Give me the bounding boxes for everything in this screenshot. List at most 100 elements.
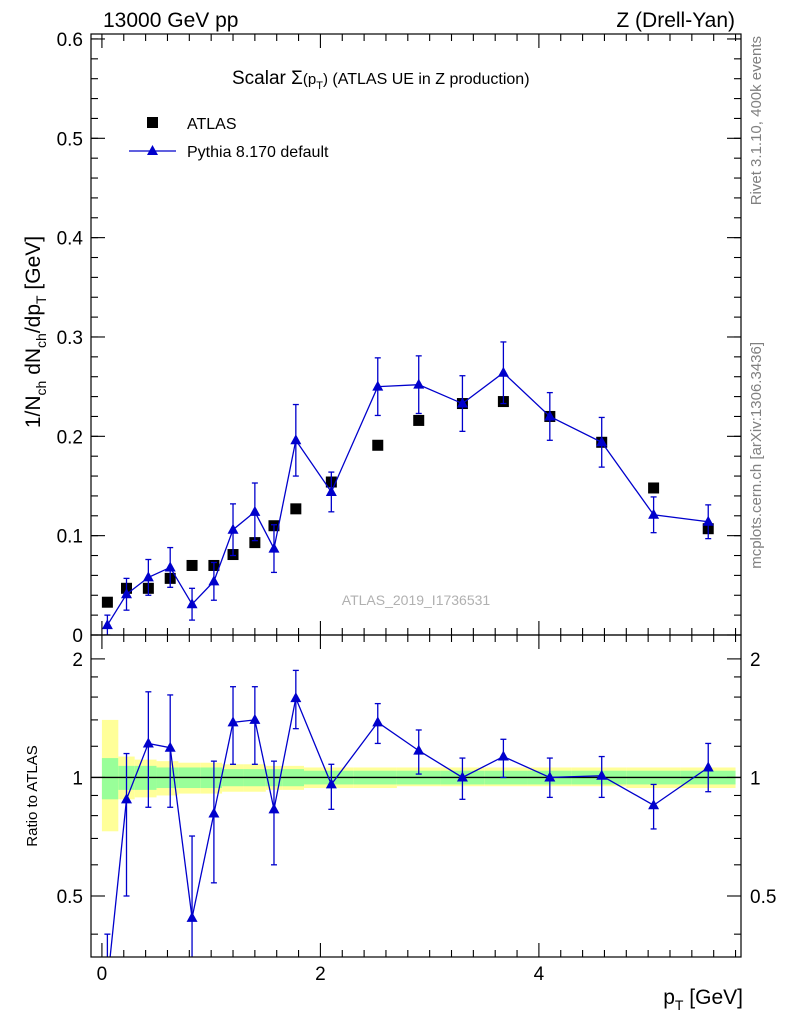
main-y-tick-label: 0.2 [57, 427, 83, 448]
x-tick-label: 4 [534, 964, 545, 985]
rivet-label: Rivet 3.1.10, 400k events [748, 36, 765, 205]
pythia-point [372, 380, 384, 391]
ratio-uncertainty-bands [101, 719, 736, 832]
ratio-y-axis-label: Ratio to ATLAS [24, 745, 41, 846]
ratio-pythia-point [456, 771, 468, 782]
pythia-point [702, 515, 714, 526]
ylabel-part-c: /dp [22, 304, 45, 333]
pythia-point [497, 366, 509, 377]
ratio-pythia-point [702, 761, 714, 772]
pythia-point [164, 561, 176, 572]
ratio-pythia-point [249, 713, 261, 724]
ratio-pythia-point [372, 716, 384, 727]
main-y-axis-label: 1/Nch dNch/dpT [GeV] [22, 236, 49, 428]
ratio-pythia-point [208, 807, 220, 818]
pythia-point [596, 436, 608, 447]
pythia-point [648, 508, 660, 519]
main-y-tick-label: 0.5 [57, 129, 83, 150]
title-sigma: Σ [291, 68, 303, 89]
ratio-y-tick-label-right: 1 [750, 768, 761, 789]
title-suffix: (ATLAS UE in Z production) [328, 71, 530, 88]
ratio-mc-series [104, 669, 714, 957]
main-y-tick-label: 0.1 [57, 527, 83, 548]
analysis-watermark: ATLAS_2019_I1736531 [342, 592, 491, 608]
title-sub: T [316, 80, 323, 92]
legend-label-pythia: Pythia 8.170 default [187, 144, 329, 161]
legend: ATLAS Pythia 8.170 default [129, 116, 329, 161]
ylabel-part-b: dN [22, 348, 45, 381]
atlas-point [648, 482, 660, 494]
ylabel-sub-c: T [33, 295, 49, 304]
ratio-pythia-point [186, 911, 198, 922]
ratio-pythia-point [164, 741, 176, 752]
atlas-point [101, 596, 113, 608]
main-y-tick-label: 0.6 [57, 30, 83, 51]
pythia-point [268, 542, 280, 553]
ratio-plot-frame [90, 634, 742, 958]
axes-and-ticks: 0 0.1 0.2 0.3 0.4 0.5 0.6 0 2 4 0.5 0.5 1 1 2 2 [57, 30, 777, 985]
ratio-pythia-point [142, 737, 154, 748]
atlas-point [290, 503, 302, 515]
ratio-y-tick-label-left: 1 [72, 768, 83, 789]
main-y-tick-label: 0.4 [57, 229, 84, 250]
ylabel-part-d: [GeV] [22, 236, 45, 296]
ratio-pythia-point [413, 744, 425, 755]
main-data-markers [101, 396, 714, 608]
pythia-point [325, 485, 337, 496]
pythia-point [227, 523, 239, 534]
pythia-point [544, 410, 556, 421]
ratio-y-tick-label-left: 2 [72, 650, 83, 671]
title-paren-open: (p [303, 71, 316, 88]
legend-marker-atlas [147, 117, 158, 128]
pythia-point [456, 397, 468, 408]
ratio-pythia-point [497, 750, 509, 761]
xlabel-part-a: p [663, 986, 675, 1009]
pythia-point [186, 598, 198, 609]
pythia-point [142, 571, 154, 582]
ratio-y-tick-label-right: 0.5 [750, 887, 776, 908]
header-left: 13000 GeV pp [103, 9, 238, 32]
main-mc-series [101, 341, 714, 635]
ratio-pythia-point [596, 769, 608, 780]
ratio-y-tick-label-left: 0.5 [57, 887, 83, 908]
ratio-pythia-line [109, 695, 709, 957]
pythia-point [121, 588, 133, 599]
xlabel-sub: T [675, 997, 684, 1013]
pythia-point [249, 505, 261, 516]
ratio-pythia-point [290, 692, 302, 703]
header-right: Z (Drell-Yan) [616, 9, 735, 32]
legend-label-atlas: ATLAS [187, 116, 237, 133]
x-tick-label: 2 [315, 964, 326, 985]
ylabel-sub-a: ch [33, 381, 49, 396]
ratio-pythia-point [325, 778, 337, 789]
atlas-point [372, 439, 384, 451]
pythia-point [290, 434, 302, 445]
xlabel-part-b: [GeV] [683, 986, 743, 1009]
pythia-point [208, 575, 220, 586]
ratio-pythia-point [121, 793, 133, 804]
legend-marker-pythia [147, 145, 158, 155]
atlas-point [413, 414, 425, 426]
plot-title: Scalar Σ(pT) (ATLAS UE in Z production) [232, 68, 530, 92]
ratio-pythia-point [648, 799, 660, 810]
x-tick-label: 0 [97, 964, 108, 985]
ylabel-part-a: 1/N [22, 395, 45, 428]
title-prefix: Scalar [232, 68, 291, 89]
ylabel-sub-b: ch [33, 333, 49, 348]
pythia-point [101, 619, 113, 630]
atlas-point [186, 559, 198, 571]
pythia-line [106, 371, 709, 626]
band-inner [101, 758, 119, 800]
ratio-pythia-point [544, 771, 556, 782]
ratio-pythia-point [227, 716, 239, 727]
ratio-pythia-point [268, 803, 280, 814]
mcplots-label: mcplots.cern.ch [arXiv:1306.3436] [748, 342, 765, 569]
title-paren-close: ) [323, 71, 328, 88]
ratio-y-tick-label-right: 2 [750, 650, 761, 671]
pythia-point [413, 378, 425, 389]
main-y-tick-label: 0 [72, 626, 83, 647]
main-y-tick-label: 0.3 [57, 328, 83, 349]
atlas-point [249, 537, 261, 549]
